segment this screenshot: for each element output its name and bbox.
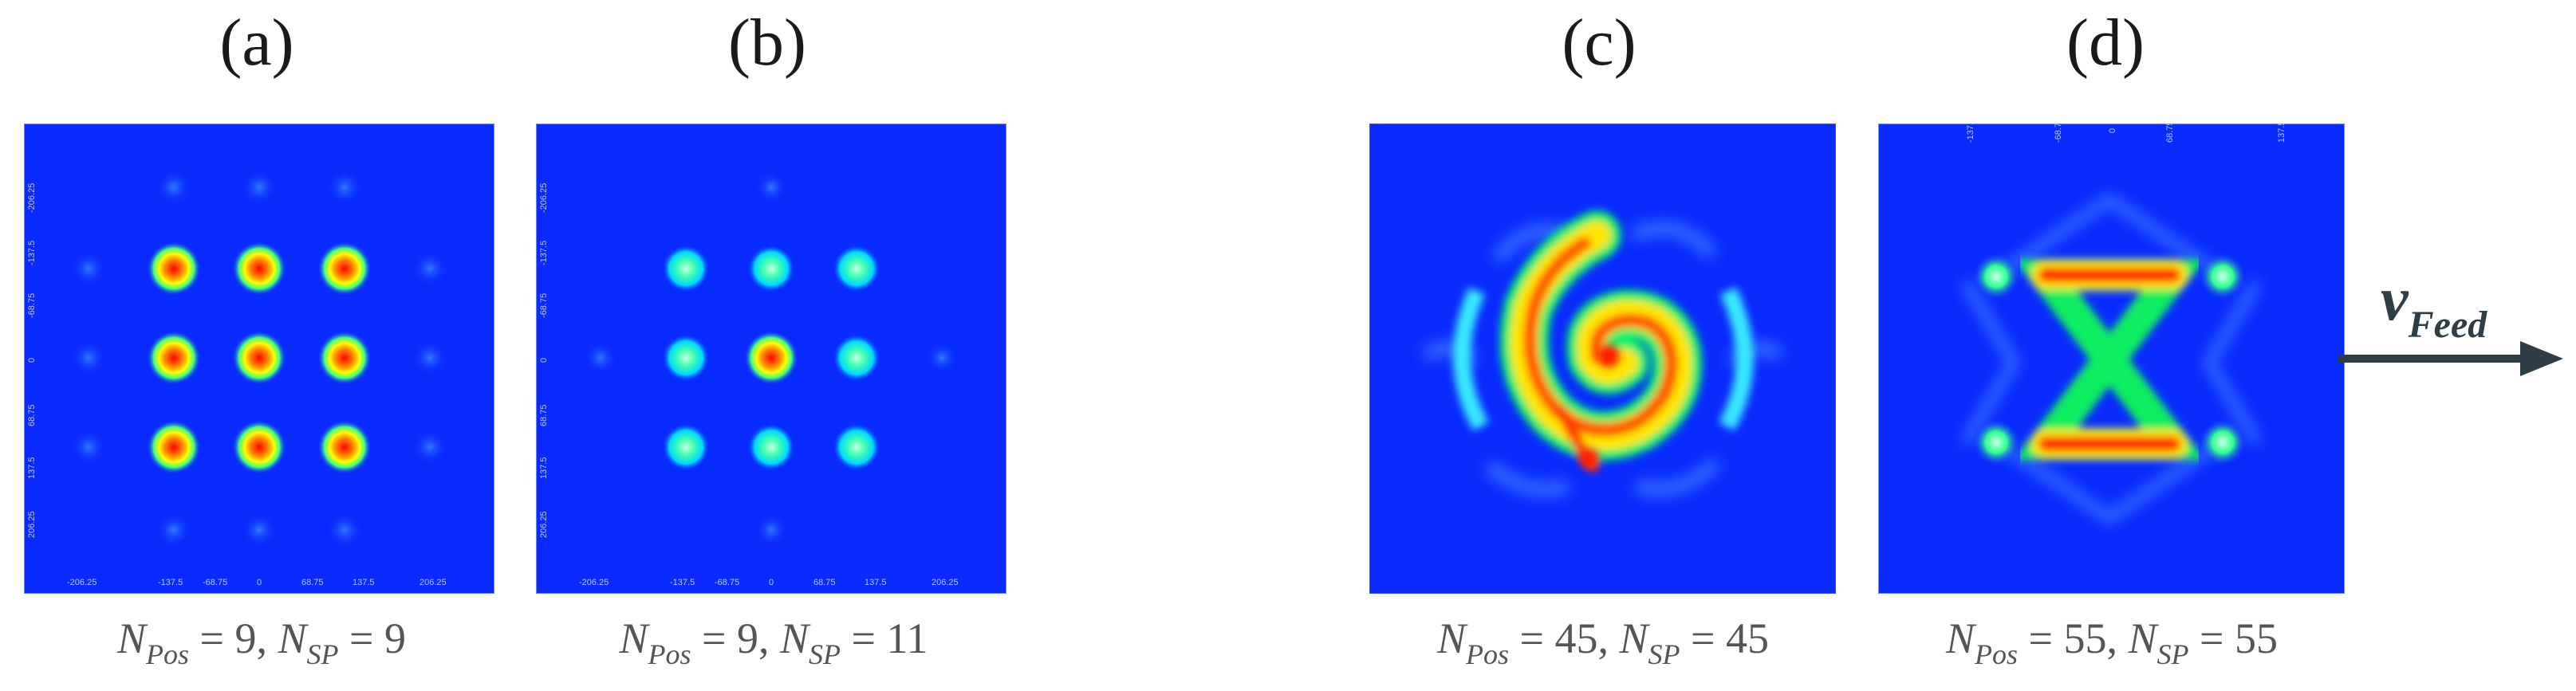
caption-a-eq1: = xyxy=(189,614,235,662)
caption-c-eq1: = xyxy=(1509,614,1555,662)
caption-b-eq1: = xyxy=(691,614,737,662)
caption-a: NPos = 9, NSP = 9 xyxy=(78,614,445,671)
tick-y-a-2: -68.75 xyxy=(27,292,37,318)
tick-y-a-3: 0 xyxy=(27,357,37,363)
intensity-map-a: -206.25 -137.5 -68.75 0 68.75 137.5 206.… xyxy=(24,124,494,594)
tick-x-b-4: 68.75 xyxy=(813,578,836,587)
caption-d-sp: SP xyxy=(2157,638,2189,670)
tick-d-2: 0 xyxy=(2108,128,2117,133)
tick-d-3: 68.75 xyxy=(2165,124,2175,143)
caption-c-n2: N xyxy=(1619,614,1648,662)
tick-x-b-6: 206.25 xyxy=(932,578,959,587)
caption-d-sp-value: 55 xyxy=(2235,614,2278,662)
caption-d: NPos = 55, NSP = 55 xyxy=(1897,614,2327,671)
panel-a-label: (a) xyxy=(219,6,294,80)
caption-a-pos: Pos xyxy=(146,638,190,670)
caption-b-eq2: = xyxy=(841,614,887,662)
caption-a-n1: N xyxy=(117,614,147,662)
panel-c-label: (c) xyxy=(1562,6,1637,80)
intensity-map-d: -137.5 -68.75 0 68.75 137.5 xyxy=(1878,124,2345,594)
caption-d-n2: N xyxy=(2128,614,2157,662)
caption-c-pos-value: 45 xyxy=(1554,614,1598,662)
intensity-map-d-graphic xyxy=(1878,124,2345,594)
tick-x-b-0: -206.25 xyxy=(579,578,609,587)
caption-b-pos: Pos xyxy=(648,638,691,670)
intensity-map-b-graphic xyxy=(536,124,1006,594)
caption-b-n2: N xyxy=(780,614,809,662)
tick-y-b-2: -68.75 xyxy=(539,292,549,318)
caption-c-sp: SP xyxy=(1648,638,1680,670)
caption-c: NPos = 45, NSP = 45 xyxy=(1388,614,1818,671)
panel-b-label: (b) xyxy=(728,6,806,80)
caption-d-eq1: = xyxy=(2018,614,2064,662)
tick-d-4: 137.5 xyxy=(2277,124,2286,143)
caption-a-sep: , xyxy=(256,614,278,662)
tick-x-b-3: 0 xyxy=(769,578,774,587)
caption-b-sp-value: 11 xyxy=(886,614,928,662)
caption-c-sp-value: 45 xyxy=(1726,614,1769,662)
tick-y-a-0: -206.25 xyxy=(27,183,37,213)
feed-velocity-label: vFeed xyxy=(2381,263,2487,347)
caption-c-sep: , xyxy=(1597,614,1620,662)
caption-b-sep: , xyxy=(758,614,780,662)
caption-d-eq2: = xyxy=(2188,614,2235,662)
tick-x-a-6: 206.25 xyxy=(419,578,447,587)
tick-y-b-5: 137.5 xyxy=(539,457,549,479)
caption-a-eq2: = xyxy=(338,614,384,662)
caption-d-n1: N xyxy=(1946,614,1975,662)
intensity-map-c xyxy=(1369,124,1836,594)
feed-subscript: Feed xyxy=(2408,304,2487,346)
tick-x-a-1: -137.5 xyxy=(158,578,183,587)
caption-c-eq2: = xyxy=(1680,614,1726,662)
tick-x-a-4: 68.75 xyxy=(301,578,324,587)
tick-y-a-6: 206.25 xyxy=(27,511,37,538)
tick-x-a-2: -68.75 xyxy=(203,578,228,587)
intensity-map-b: -206.25 -137.5 -68.75 0 68.75 137.5 206.… xyxy=(536,124,1006,594)
tick-y-b-1: -137.5 xyxy=(539,240,549,265)
caption-c-pos: Pos xyxy=(1466,638,1510,670)
caption-a-pos-value: 9 xyxy=(234,614,257,662)
caption-b: NPos = 9, NSP = 11 xyxy=(574,614,973,671)
caption-d-pos-value: 55 xyxy=(2063,614,2107,662)
tick-y-b-4: 68.75 xyxy=(539,404,549,426)
tick-y-b-6: 206.25 xyxy=(539,511,549,538)
tick-y-a-1: -137.5 xyxy=(27,240,37,265)
tick-x-b-5: 137.5 xyxy=(865,578,887,587)
caption-b-sp: SP xyxy=(809,638,841,670)
tick-d-0: -137.5 xyxy=(1966,124,1975,143)
tick-d-1: -68.75 xyxy=(2054,124,2063,143)
intensity-map-a-graphic xyxy=(24,124,494,594)
tick-x-b-2: -68.75 xyxy=(715,578,740,587)
caption-a-sp-value: 9 xyxy=(384,614,406,662)
feed-symbol: v xyxy=(2381,264,2409,333)
caption-b-pos-value: 9 xyxy=(737,614,758,662)
tick-y-b-3: 0 xyxy=(539,357,549,363)
tick-y-a-5: 137.5 xyxy=(27,457,37,479)
caption-a-n2: N xyxy=(278,614,307,662)
caption-a-sp: SP xyxy=(306,638,339,670)
tick-x-a-3: 0 xyxy=(257,578,262,587)
caption-d-pos: Pos xyxy=(1975,638,2019,670)
caption-d-sep: , xyxy=(2106,614,2129,662)
tick-x-a-5: 137.5 xyxy=(353,578,375,587)
intensity-map-c-graphic xyxy=(1369,124,1836,594)
caption-c-n1: N xyxy=(1437,614,1467,662)
panel-d-label: (d) xyxy=(2066,6,2145,80)
tick-x-b-1: -137.5 xyxy=(670,578,695,587)
tick-y-b-0: -206.25 xyxy=(539,183,549,213)
tick-x-a-0: -206.25 xyxy=(67,578,97,587)
tick-y-a-4: 68.75 xyxy=(27,404,37,426)
caption-b-n1: N xyxy=(619,614,648,662)
feed-arrow-icon xyxy=(2338,341,2563,376)
